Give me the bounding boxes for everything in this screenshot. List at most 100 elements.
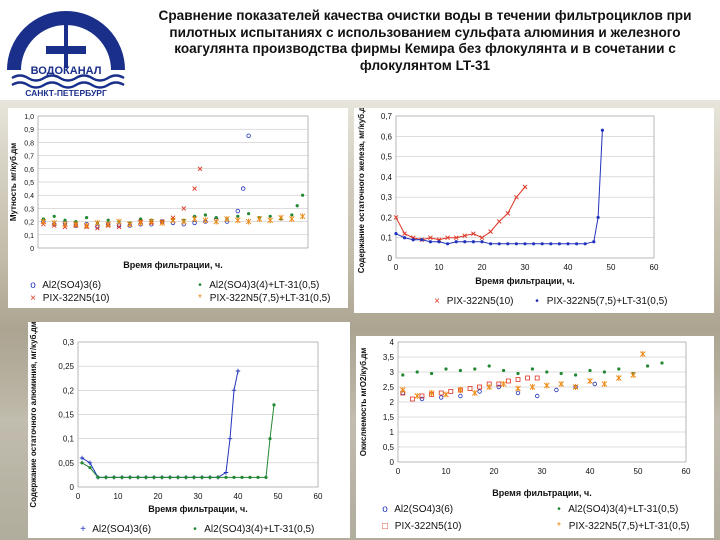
data-point <box>106 218 110 222</box>
x-tick-label: 50 <box>274 492 283 501</box>
data-point <box>479 235 485 241</box>
data-point <box>471 240 475 244</box>
x-tick-label: 0 <box>394 263 399 272</box>
data-point <box>448 389 454 394</box>
data-point <box>443 391 449 398</box>
x-tick-label: 60 <box>650 263 659 272</box>
data-point <box>458 368 462 373</box>
vodokanal-logo: ВОДОКАНАЛ САНКТ-ПЕТЕРБУРГ <box>7 11 125 98</box>
data-point <box>534 393 540 399</box>
data-point <box>660 361 664 365</box>
x-tick-label: 50 <box>634 467 643 476</box>
data-point <box>203 213 207 217</box>
data-point <box>559 371 563 376</box>
data-point <box>264 475 268 479</box>
data-point <box>152 475 156 479</box>
data-point <box>523 242 527 246</box>
data-point <box>543 382 550 389</box>
data-point <box>268 214 272 218</box>
x-tick-label: 0 <box>396 467 401 476</box>
y-tick-label: 0 <box>30 246 34 253</box>
data-point <box>128 475 132 479</box>
data-point <box>213 218 220 225</box>
x-tick-label: 40 <box>586 467 595 476</box>
x-tick-label: 0 <box>76 492 81 501</box>
data-point <box>401 373 405 377</box>
data-point <box>234 217 241 224</box>
data-point <box>419 396 425 402</box>
data-point <box>52 214 56 218</box>
series-line <box>395 186 526 241</box>
data-point <box>208 475 212 479</box>
data-point <box>467 386 473 391</box>
chart-iron: 0 0,1 0,2 0,3 0,4 0,5 0,6 0,7 0 10 20 30 40 50 60 Время… <box>354 108 714 313</box>
x-tick-label: 40 <box>234 492 243 501</box>
x-tick-label: 30 <box>521 263 530 272</box>
data-point <box>245 218 252 225</box>
y-tick-label: 2,5 <box>383 383 395 392</box>
data-point <box>575 242 579 246</box>
data-point <box>139 217 143 221</box>
data-point <box>600 128 604 132</box>
data-point <box>463 240 467 244</box>
data-point <box>94 219 101 226</box>
data-point <box>268 437 272 441</box>
data-point <box>592 381 597 387</box>
data-point <box>530 367 534 371</box>
data-point <box>197 166 203 172</box>
data-point <box>639 351 646 357</box>
y-tick-label: 0,3 <box>381 193 393 202</box>
data-point <box>301 193 305 197</box>
legend-item: o Al2(SO4)3(6) <box>30 280 102 291</box>
y-tick-label: 3,5 <box>383 353 395 362</box>
data-point <box>290 213 294 217</box>
y-axis-label: Окисляемость мгО2/куб.дм <box>359 348 368 457</box>
legend-item: × PIX-322N5(10) <box>434 296 514 307</box>
data-point <box>515 377 521 382</box>
legend-item: o Al2(SO4)3(6) <box>382 504 454 515</box>
data-point <box>191 215 198 222</box>
data-point <box>126 221 133 228</box>
y-tick-label: 0,6 <box>381 132 393 141</box>
data-point <box>144 475 148 479</box>
data-point <box>288 215 295 222</box>
legend-turbidity: o Al2(SO4)3(6) × PIX-322N5(10) • Al2(SO4… <box>8 108 348 308</box>
legend-aluminium: + Al2(SO4)3(6) • Al2(SO4)3(4)+LT-31(0,5) <box>28 322 350 538</box>
data-point <box>105 221 112 228</box>
legend-item: × PIX-322N5(10) <box>30 293 110 304</box>
data-point <box>410 396 415 402</box>
data-point <box>505 378 511 384</box>
y-tick-label: 0,25 <box>58 362 74 371</box>
data-point <box>248 475 252 479</box>
y-tick-label: 0,15 <box>58 411 74 420</box>
legend-item: * PIX-322N5(7,5)+LT-31(0,5) <box>557 521 690 532</box>
y-tick-label: 0 <box>390 458 395 467</box>
data-point <box>430 371 434 376</box>
data-point <box>136 475 140 479</box>
data-point <box>200 475 204 479</box>
data-point <box>63 218 67 222</box>
data-point <box>438 395 444 400</box>
y-tick-label: 0,5 <box>383 443 395 452</box>
y-tick-label: 0,2 <box>381 213 393 222</box>
data-point <box>159 219 166 226</box>
x-tick-label: 10 <box>442 467 451 476</box>
data-point <box>529 384 536 390</box>
y-tick-label: 0,1 <box>63 435 75 444</box>
data-point <box>104 475 108 479</box>
data-point <box>299 213 306 220</box>
data-point <box>223 470 229 475</box>
data-point <box>87 460 93 466</box>
data-point <box>236 214 240 218</box>
data-point <box>411 238 415 242</box>
data-point <box>227 436 233 441</box>
y-tick-label: 0 <box>388 254 393 263</box>
data-point <box>514 194 519 200</box>
data-point <box>486 384 493 390</box>
y-tick-label: 0,5 <box>381 153 393 162</box>
data-point <box>487 364 491 368</box>
data-point <box>454 240 458 244</box>
data-point <box>516 371 520 376</box>
y-tick-label: 0,7 <box>24 154 34 161</box>
legend-iron: × PIX-322N5(10) • PIX-322N5(7,5)+LT-31(0… <box>354 108 714 313</box>
